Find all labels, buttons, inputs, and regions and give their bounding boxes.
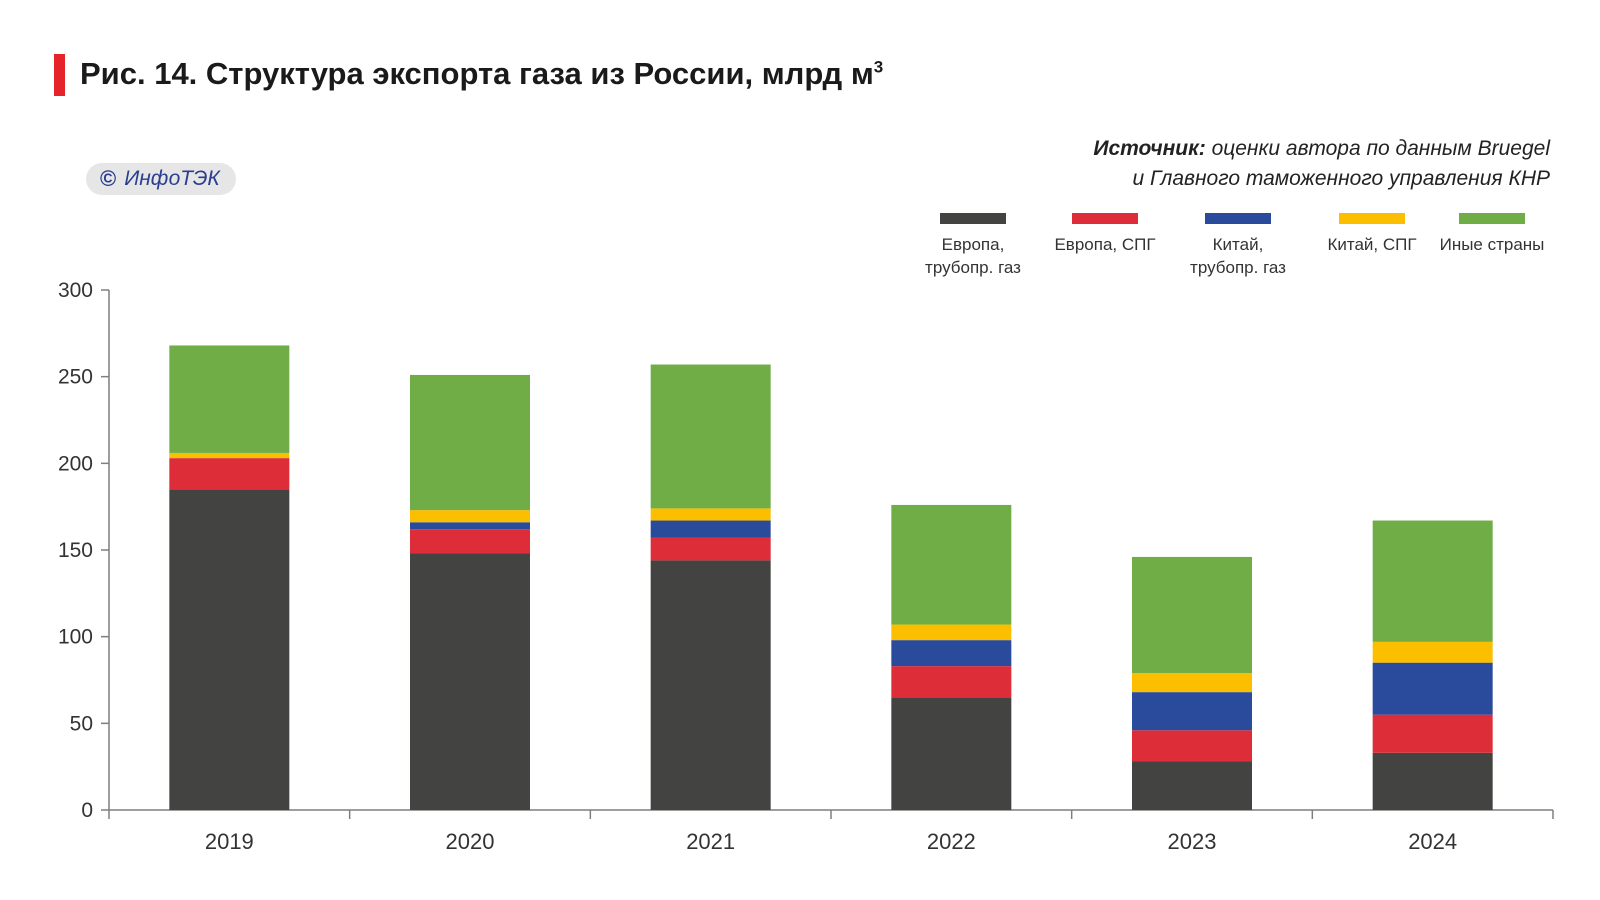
x-tick-label: 2019 (205, 829, 254, 854)
bar-segment-other-2024 (1372, 520, 1493, 642)
bar-segment-europe_pipe-2021 (650, 560, 771, 810)
bar-segment-other-2022 (891, 504, 1012, 625)
bar-segment-europe_lng-2019 (169, 458, 290, 490)
bar-segment-china_lng-2021 (650, 508, 771, 521)
bar-segment-other-2019 (169, 345, 290, 453)
y-tick-label: 100 (58, 626, 93, 649)
bar-segment-europe_lng-2021 (650, 537, 771, 561)
legend-label-other: Иные страны (1440, 235, 1545, 254)
y-tick-label: 150 (58, 539, 93, 562)
legend-swatch-china_lng (1339, 213, 1405, 224)
bar-segment-europe_pipe-2023 (1132, 761, 1252, 810)
legend-swatch-europe_pipe (940, 213, 1006, 224)
source-line-2: и Главного таможенного управления КНР (1132, 167, 1550, 190)
bar-segment-china_lng-2020 (410, 510, 530, 523)
x-tick-label: 2021 (686, 829, 735, 854)
bar-segment-europe_lng-2022 (891, 666, 1012, 698)
bar-segment-europe_lng-2023 (1132, 730, 1252, 762)
bar-segment-china_pipe-2021 (650, 520, 771, 538)
bar-segment-china_lng-2024 (1372, 641, 1493, 663)
chart-title-text: Рис. 14. Структура экспорта газа из Росс… (80, 56, 874, 91)
legend-label-europe_lng: Европа, СПГ (1054, 235, 1155, 254)
x-tick-label: 2023 (1168, 829, 1217, 854)
y-tick-label: 50 (70, 712, 93, 735)
bar-segment-china_pipe-2022 (891, 640, 1012, 667)
legend-swatch-china_pipe (1205, 213, 1271, 224)
copyright-icon: © (100, 166, 117, 191)
bar-segment-other-2021 (650, 364, 771, 509)
bar-segment-europe_pipe-2020 (410, 553, 530, 810)
bar-segment-china_lng-2022 (891, 624, 1012, 641)
y-tick-label: 300 (58, 279, 93, 302)
source-label: Источник: (1093, 137, 1206, 160)
x-tick-label: 2022 (927, 829, 976, 854)
y-tick-label: 250 (58, 366, 93, 389)
source-line-1: оценки автора по данным Bruegel (1205, 137, 1550, 160)
title-accent-bar (54, 54, 65, 96)
bar-segment-china_pipe-2023 (1132, 692, 1252, 731)
x-tick-label: 2020 (446, 829, 495, 854)
legend-label-china_pipe: Китай, трубопр. газ (1190, 235, 1286, 277)
bar-segment-china_lng-2019 (169, 452, 290, 459)
legend-label-china_lng: Китай, СПГ (1327, 235, 1416, 254)
watermark-text: ИнфоТЭК (124, 167, 220, 190)
bar-segment-other-2023 (1132, 556, 1252, 674)
bar-segment-china_pipe-2024 (1372, 662, 1493, 715)
bar-segment-europe_lng-2020 (410, 529, 530, 554)
bar-segment-europe_pipe-2022 (891, 697, 1012, 810)
y-tick-label: 200 (58, 452, 93, 475)
bar-segment-china_lng-2023 (1132, 673, 1252, 693)
bar-segment-europe_pipe-2019 (169, 489, 290, 810)
bar-segment-europe_lng-2024 (1372, 714, 1493, 753)
watermark-badge: © ИнфоТЭК (86, 163, 236, 195)
legend-swatch-other (1459, 213, 1525, 224)
source-note: Источник: оценки автора по данным Bruege… (1093, 134, 1550, 194)
bar-segment-europe_pipe-2024 (1372, 752, 1493, 810)
chart-title: Рис. 14. Структура экспорта газа из Росс… (80, 56, 883, 92)
legend-swatch-europe_lng (1072, 213, 1138, 224)
y-tick-label: 0 (81, 799, 93, 822)
legend-label-europe_pipe: Европа, трубопр. газ (925, 235, 1021, 277)
x-tick-label: 2024 (1408, 829, 1457, 854)
chart-title-superscript: 3 (873, 57, 884, 77)
bar-segment-china_pipe-2020 (410, 522, 530, 530)
bar-segment-other-2020 (410, 374, 530, 511)
